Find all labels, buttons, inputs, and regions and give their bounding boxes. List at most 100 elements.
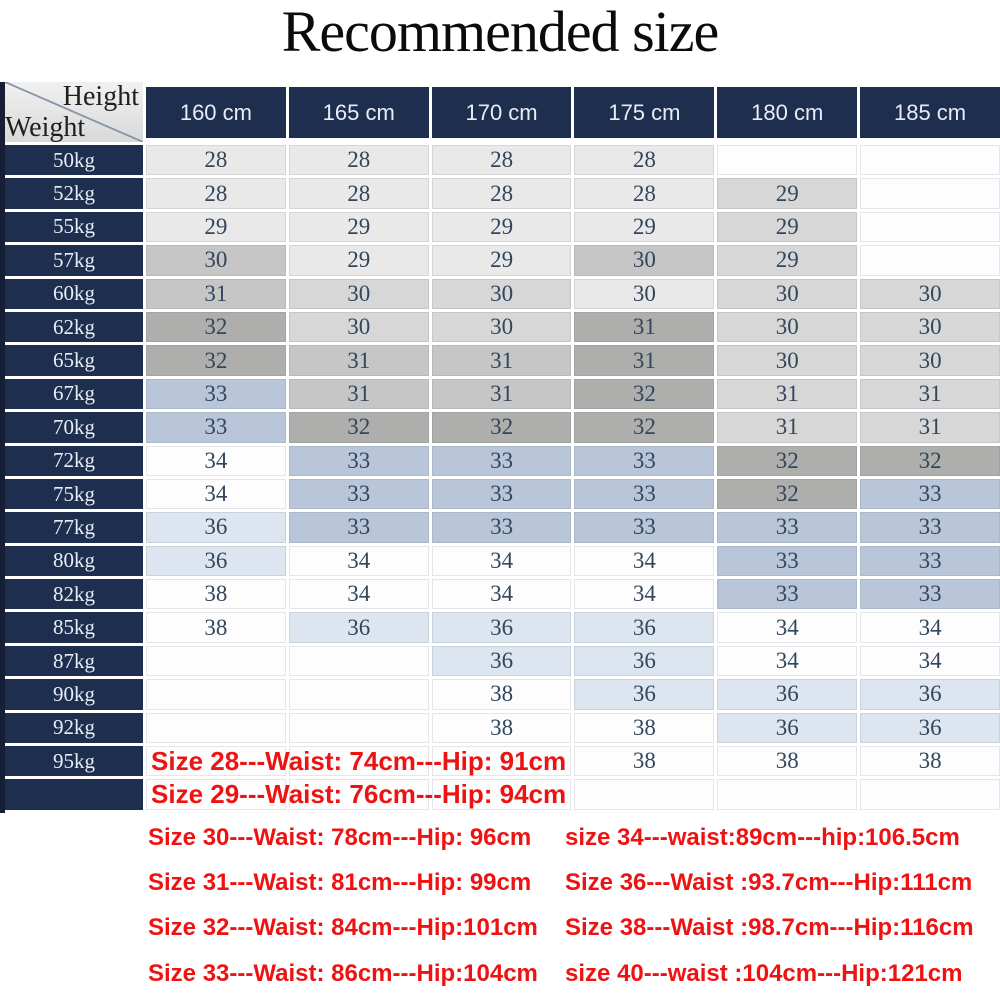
table-row: 82kg 38 34 34 34 33 33 — [5, 579, 1000, 610]
empty-cell — [431, 779, 572, 810]
size-value-cell: 28 — [431, 178, 572, 209]
table-row: 57kg 30 29 29 30 29 — [5, 245, 1000, 276]
size-value-cell: 36 — [146, 512, 286, 543]
size-value-cell: 29 — [717, 178, 858, 209]
size-value-cell: 31 — [431, 345, 572, 376]
size-value-cell: 30 — [574, 278, 715, 309]
table-row: 87kg 36 36 34 34 — [5, 645, 1000, 677]
empty-cell — [860, 145, 1000, 176]
size-value-cell: 33 — [431, 512, 572, 543]
size-value-cell: 36 — [717, 679, 858, 710]
size-value-cell: 34 — [860, 645, 1000, 677]
size-value-cell: 33 — [146, 378, 286, 410]
table-row: Size 29---Waist: 76cm---Hip: 94cm — [5, 779, 1000, 810]
size-note-overlay: Size 29---Waist: 76cm---Hip: 94cm — [151, 779, 567, 810]
size-value-cell: 29 — [717, 245, 858, 276]
weight-header-cell: 77kg — [5, 512, 143, 543]
corner-label-weight: Weight — [5, 111, 86, 143]
size-value-cell: 28 — [431, 145, 572, 176]
size-value-cell: 33 — [146, 412, 286, 443]
size-value-cell: 38 — [860, 746, 1000, 777]
weight-header-cell: 82kg — [5, 579, 143, 610]
table-row: 85kg 38 36 36 36 34 34 — [5, 612, 1000, 643]
size-value-cell: 38 — [574, 746, 715, 777]
size-value-cell: 30 — [860, 278, 1000, 309]
weight-header-cell: 52kg — [5, 178, 143, 209]
size-value-cell: 33 — [717, 545, 858, 577]
table-row: 50kg 28 28 28 28 — [5, 145, 1000, 176]
size-value-cell: 33 — [288, 445, 429, 476]
weight-header-cell: 57kg — [5, 245, 143, 276]
table-row: 70kg 33 32 32 32 31 31 — [5, 412, 1000, 443]
size-value-cell: 33 — [860, 478, 1000, 510]
size-value-cell: 36 — [860, 712, 1000, 744]
size-value-cell: 30 — [717, 311, 858, 343]
size-value-cell: 38 — [717, 746, 858, 777]
empty-cell — [288, 712, 429, 744]
weight-header-cell: 50kg — [5, 145, 143, 176]
weight-header-cell: 95kg — [5, 746, 143, 777]
size-note: Size 32---Waist: 84cm---Hip:101cm — [148, 914, 538, 942]
size-value-cell: 30 — [146, 245, 286, 276]
size-value-cell: 36 — [431, 612, 572, 643]
size-table: Height Weight 160 cm 165 cm 170 cm 175 cm 18… — [0, 82, 1000, 813]
weight-header-cell: 92kg — [5, 712, 143, 744]
empty-cell — [146, 779, 286, 810]
size-value-cell: 32 — [288, 412, 429, 443]
empty-cell — [717, 779, 858, 810]
weight-header-cell: 60kg — [5, 278, 143, 309]
size-value-cell: 34 — [431, 579, 572, 610]
size-note: size 34---waist:89cm---hip:106.5cm — [565, 823, 960, 851]
size-value-cell: 33 — [574, 512, 715, 543]
size-value-cell: 34 — [431, 545, 572, 577]
table-row: 95kg 38 38 38 Size 28---Waist: 74cm---Hip: 9… — [5, 745, 1000, 777]
empty-cell — [146, 645, 286, 677]
size-value-cell: 31 — [288, 378, 429, 410]
size-value-cell: 31 — [146, 278, 286, 309]
size-note: Size 38---Waist :98.7cm---Hip:116cm — [565, 914, 974, 942]
size-value-cell: 33 — [574, 478, 715, 510]
size-value-cell: 33 — [574, 445, 715, 476]
empty-cell — [288, 645, 429, 677]
weight-header-cell — [5, 779, 143, 810]
size-value-cell: 34 — [146, 478, 286, 510]
size-value-cell: 38 — [146, 612, 286, 643]
page-title: Recommended size — [281, 0, 720, 64]
size-notes-right-column: size 34---waist:89cm---hip:106.5cm Size 3… — [565, 815, 974, 997]
size-note: Size 33---Waist: 86cm---Hip:104cm — [148, 959, 538, 987]
empty-cell — [717, 145, 858, 176]
size-value-cell: 38 — [574, 712, 715, 744]
size-note-overlay: Size 28---Waist: 74cm---Hip: 91cm — [151, 745, 567, 776]
table-row: 77kg 36 33 33 33 33 33 — [5, 512, 1000, 543]
size-value-cell: 29 — [288, 211, 429, 243]
size-value-cell: 29 — [717, 211, 858, 243]
size-value-cell: 33 — [860, 579, 1000, 610]
size-value-cell: 29 — [431, 245, 572, 276]
size-value-cell: 34 — [717, 612, 858, 643]
table-header-row: Height Weight 160 cm 165 cm 170 cm 175 cm 18… — [5, 82, 1000, 142]
empty-cell — [574, 779, 715, 810]
table-row: 60kg 31 30 30 30 30 30 — [5, 278, 1000, 309]
column-header: 185 cm — [860, 87, 1000, 138]
size-value-cell: 36 — [574, 645, 715, 677]
empty-cell — [860, 178, 1000, 209]
size-value-cell: 34 — [288, 545, 429, 577]
size-value-cell: 34 — [574, 579, 715, 610]
size-value-cell: 38 — [431, 679, 572, 710]
size-value-cell: 36 — [860, 679, 1000, 710]
size-value-cell: 36 — [717, 712, 858, 744]
table-row: 75kg 34 33 33 33 32 33 — [5, 478, 1000, 510]
table-row: 62kg 32 30 30 31 30 30 — [5, 311, 1000, 343]
size-value-cell: 31 — [717, 378, 858, 410]
size-value-cell: 29 — [288, 245, 429, 276]
weight-header-cell: 70kg — [5, 412, 143, 443]
size-value-cell: 28 — [288, 178, 429, 209]
table-row: 65kg 32 31 31 31 30 30 — [5, 345, 1000, 376]
size-value-cell: 38 — [146, 579, 286, 610]
size-value-cell: 31 — [860, 412, 1000, 443]
empty-cell — [288, 746, 429, 777]
size-value-cell: 32 — [717, 445, 858, 476]
size-value-cell: 34 — [717, 645, 858, 677]
size-value-cell: 30 — [860, 311, 1000, 343]
